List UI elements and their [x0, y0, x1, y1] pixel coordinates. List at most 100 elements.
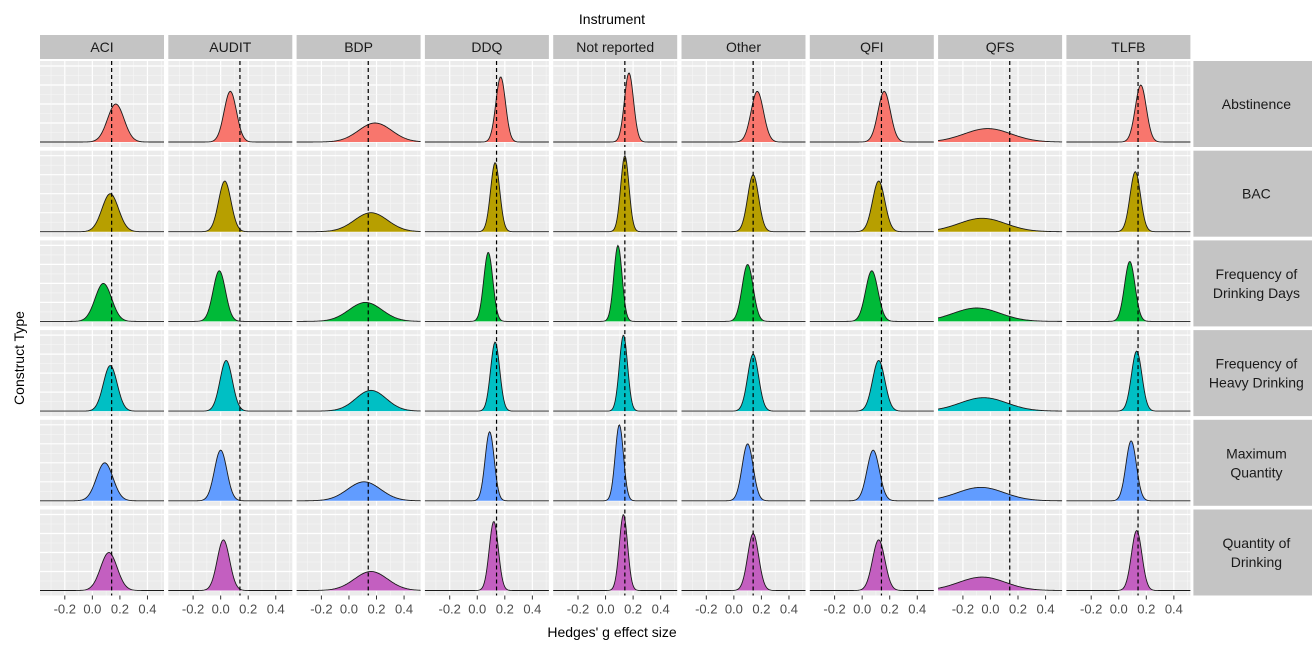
density-curve — [809, 270, 934, 322]
density-area — [168, 450, 293, 501]
density-curve — [296, 481, 421, 502]
x-tick-label: 0.0 — [725, 602, 743, 617]
density-area — [296, 212, 421, 232]
x-tick-label: 0.4 — [1037, 602, 1055, 617]
density-area — [296, 123, 421, 142]
facet-strip-7 — [938, 35, 1063, 59]
facet-strip-label: BDP — [344, 39, 373, 55]
density-curve — [424, 162, 549, 233]
density-curve — [168, 90, 293, 143]
row-strip-label: Frequency of — [1216, 356, 1298, 372]
facet-strip-6 — [809, 35, 934, 59]
density-area — [1066, 171, 1191, 232]
density-curve — [809, 449, 934, 502]
facet-strip-5 — [681, 35, 806, 59]
x-tick-label: 0.0 — [340, 602, 358, 617]
x-tick-label: 0.0 — [468, 602, 486, 617]
density-curve — [809, 359, 934, 412]
density-curve — [1066, 171, 1191, 233]
density-curve — [1066, 440, 1191, 502]
row-strip-1 — [1193, 150, 1312, 237]
facet-strip-label: AUDIT — [209, 39, 251, 55]
facet-strip-8 — [1066, 35, 1191, 59]
row-strip-label: Quantity — [1230, 464, 1282, 480]
facet-strip-label: QFI — [860, 39, 883, 55]
density-curve — [296, 301, 421, 322]
x-tick-label: -0.2 — [567, 602, 589, 617]
x-tick-label: 0.2 — [881, 602, 899, 617]
x-tick-label: -0.2 — [54, 602, 76, 617]
density-curve — [553, 513, 678, 591]
x-tick-label: 0.4 — [523, 602, 541, 617]
density-curve — [424, 252, 549, 322]
density-curve — [296, 122, 421, 143]
x-tick-label: -0.2 — [182, 602, 204, 617]
density-curve — [1066, 84, 1191, 143]
density-area — [1066, 440, 1191, 501]
x-tick-label: 0.2 — [1009, 602, 1027, 617]
facet-strip-2 — [296, 35, 421, 59]
row-strip-5 — [1193, 509, 1312, 596]
density-curve — [681, 353, 806, 412]
x-tick-label: 0.4 — [267, 602, 285, 617]
x-tick-label: -0.2 — [438, 602, 460, 617]
row-strip-label: Maximum — [1226, 445, 1287, 461]
row-strip-label: Quantity of — [1223, 535, 1291, 551]
density-curve — [553, 424, 678, 502]
facet-strip-label: QFS — [986, 39, 1015, 55]
density-curve — [681, 90, 806, 143]
density-curve — [681, 443, 806, 502]
density-curve — [809, 180, 934, 233]
x-tick-label: 0.2 — [1137, 602, 1155, 617]
x-tick-label: 0.0 — [83, 602, 101, 617]
density-area — [938, 128, 1063, 142]
density-curve — [168, 360, 293, 412]
row-strip-4 — [1193, 419, 1312, 506]
row-strip-0 — [1193, 61, 1312, 147]
density-curve — [168, 270, 293, 322]
facet-strip-1 — [168, 35, 293, 59]
facet-strip-label: DDQ — [471, 39, 502, 55]
density-area — [40, 283, 164, 322]
x-tick-label: 0.2 — [111, 602, 129, 617]
density-curve — [296, 212, 421, 233]
density-area — [681, 264, 806, 322]
x-tick-label: 0.2 — [367, 602, 385, 617]
density-area — [1066, 261, 1191, 322]
x-tick-label: 0.2 — [239, 602, 257, 617]
x-axis-title: Hedges' g effect size — [547, 624, 676, 640]
facet-strip-4 — [553, 35, 678, 59]
density-curve — [168, 180, 293, 233]
x-tick-label: 0.4 — [780, 602, 798, 617]
density-curve — [168, 449, 293, 502]
x-tick-label: 0.0 — [597, 602, 615, 617]
x-tick-label: -0.2 — [310, 602, 332, 617]
density-curve — [40, 282, 164, 322]
density-area — [296, 302, 421, 322]
density-area — [1066, 530, 1191, 591]
facet-strip-label: TLFB — [1111, 39, 1145, 55]
density-curve — [681, 263, 806, 322]
density-area — [168, 181, 293, 232]
density-area — [809, 450, 934, 501]
facet-strip-label: Other — [726, 39, 761, 55]
density-curve — [937, 307, 1063, 322]
x-tick-label: 0.4 — [1165, 602, 1183, 617]
x-tick-label: 0.2 — [752, 602, 770, 617]
density-area — [938, 307, 1063, 322]
density-curve — [809, 539, 934, 591]
x-tick-label: 0.0 — [1110, 602, 1128, 617]
density-curve — [553, 244, 678, 322]
density-curve — [938, 486, 1063, 502]
x-tick-label: 0.4 — [395, 602, 413, 617]
row-strip-label: Abstinence — [1222, 96, 1291, 112]
x-tick-label: -0.2 — [1080, 602, 1102, 617]
density-curve — [1066, 350, 1191, 412]
density-area — [553, 245, 678, 322]
density-curve — [681, 532, 806, 591]
density-area — [296, 390, 421, 412]
row-strip-label: Drinking Days — [1213, 285, 1300, 301]
density-area — [296, 481, 421, 501]
facet-strip-label: Not reported — [576, 39, 654, 55]
